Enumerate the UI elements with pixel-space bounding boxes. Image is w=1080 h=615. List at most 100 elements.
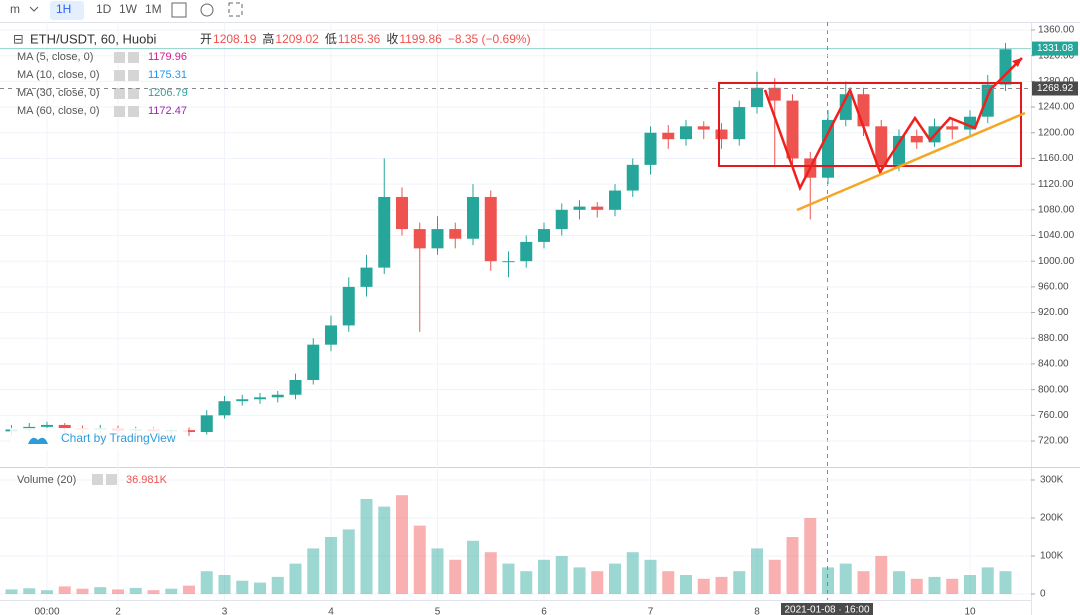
volume-bar [910,578,923,594]
settings-icon[interactable] [114,106,125,117]
close-icon[interactable] [128,88,139,99]
volume-bar [396,495,408,594]
candle-body [413,229,426,249]
collapse-icon[interactable]: ⊟ [13,31,24,46]
tradingview-logo [28,437,48,444]
close-icon[interactable] [128,106,139,117]
volume-bar [431,548,444,594]
candle-body [857,94,870,127]
settings-icon[interactable] [114,52,125,63]
y-tick-label: 1120.00 [1038,179,1074,190]
ohlc-value: 1208.19 [213,32,257,46]
y-tick-label: 960.00 [1038,282,1069,293]
volume-bar [378,506,391,594]
symbol-title: ETH/USDT, 60, Huobi [30,31,157,46]
volume-bar [236,580,249,594]
x-tick-label: 4 [328,607,334,615]
candle-body [378,196,391,268]
zigzag-annotation [763,57,1023,192]
ohlc-legend: 开 1208.19 高 1209.02 低 1185.36 收 1199.86 −8.35 (−… [200,31,531,46]
candle-body [644,132,657,165]
indicator-name: MA (30, close, 0) [17,87,100,99]
candle-body [697,126,710,130]
candle-body [946,126,959,130]
volume-bar [342,529,355,594]
y-tick-label: 760.00 [1038,410,1069,421]
settings-icon[interactable] [92,474,103,485]
candle-body [591,206,604,210]
y-tick-label: 920.00 [1038,307,1069,318]
candle-body [733,107,746,140]
volume-bar [893,571,905,594]
change: −8.35 (−0.69%) [448,32,531,46]
last-price-box [1032,41,1078,56]
y-tick-label: 1040.00 [1038,230,1075,241]
screenshot-icon[interactable] [228,2,243,17]
ohlc-label: 开 [200,32,212,46]
candle-body [520,241,533,262]
volume-bar [626,552,639,594]
volume-bar [360,499,373,594]
indicator-legend: MA (5, close, 0) 1179.96 MA (10, close, 0)… [17,51,188,117]
volume-bar [520,571,533,594]
volume-bar [112,589,124,594]
candle-body [41,424,53,427]
toolbar-button[interactable]: 1H [56,2,71,16]
candle-body [449,229,462,239]
y2-tick-label: 0 [1040,589,1046,600]
toolbar-button[interactable]: m [10,2,20,16]
volume-bar [857,571,870,594]
ohlc-label: 低 [325,32,337,46]
close-icon[interactable] [128,52,139,63]
volume-bar [538,559,550,594]
y2-tick-label: 100K [1040,551,1064,562]
x-tick-label: 3 [222,607,228,615]
candle-body [342,286,355,326]
toolbar-button[interactable]: 1D [96,2,112,16]
toolbar-button[interactable]: 1M [145,2,162,16]
last-price: 1331.08 [1037,43,1074,54]
x-tick-label: 6 [541,607,547,615]
volume-bar [200,571,213,594]
volume-bar [165,588,178,594]
settings-icon[interactable] [114,88,125,99]
toolbar-button[interactable]: 1W [119,2,138,16]
settings-icon[interactable] [114,70,125,81]
candle-body [839,94,852,120]
candle-body [662,132,675,140]
volume-bar [697,578,710,594]
indicator-value: 1179.96 [148,51,187,63]
range-box [718,82,1022,167]
close-icon[interactable] [128,70,139,81]
chart-type-icon[interactable] [171,2,187,18]
crosshair-time-box [781,603,873,615]
volume-bar [449,559,462,594]
trend-line [796,111,1026,212]
candle-body [626,164,639,191]
candle-body [875,126,888,165]
y2-tick-label: 300K [1040,475,1064,486]
indicator-value: 1172.47 [148,105,187,117]
watermark[interactable]: Chart by TradingView [61,431,176,445]
volume-bar [981,567,994,594]
indicator-value: 1206.79 [148,87,188,99]
volume-bar [662,571,675,594]
volume-bar [839,563,852,594]
y2-tick-label: 200K [1040,513,1064,524]
volume-bar [58,586,71,594]
close-icon[interactable] [106,474,117,485]
y-tick-label: 1320.00 [1038,50,1075,61]
settings-icon[interactable] [200,3,214,17]
candle-body [396,196,408,230]
x-tick-label: 10 [964,607,976,615]
volume-bar [307,548,320,594]
volume-bar [76,588,89,594]
candle-body [58,424,71,429]
ohlc-label: 高 [262,31,274,46]
y-tick-label: 1160.00 [1038,153,1074,164]
y-tick-label: 840.00 [1038,359,1069,370]
volume-bar [5,589,18,594]
candle-body [573,206,586,210]
candle-body [768,87,781,101]
